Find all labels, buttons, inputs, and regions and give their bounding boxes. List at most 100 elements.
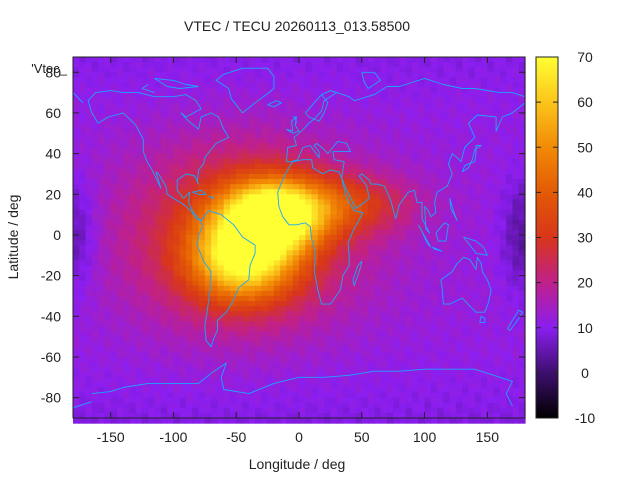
heatmap-cell bbox=[418, 306, 426, 312]
heatmap-cell bbox=[311, 387, 319, 394]
heatmap-cell bbox=[186, 382, 193, 389]
heatmap-cell bbox=[154, 387, 162, 394]
heatmap-cell bbox=[135, 67, 143, 73]
heatmap-cell bbox=[512, 382, 520, 389]
heatmap-cell bbox=[336, 402, 344, 409]
heatmap-cell bbox=[179, 351, 187, 358]
heatmap-cell bbox=[273, 173, 281, 180]
heatmap-cell bbox=[123, 311, 131, 317]
heatmap-cell bbox=[186, 260, 193, 267]
heatmap-cell bbox=[336, 341, 344, 348]
heatmap-cell bbox=[167, 62, 175, 68]
heatmap-cell bbox=[317, 173, 325, 180]
heatmap-cell bbox=[374, 148, 382, 155]
heatmap-cell bbox=[135, 356, 143, 363]
heatmap-cell bbox=[273, 255, 281, 261]
heatmap-cell bbox=[79, 163, 87, 170]
heatmap-cell bbox=[135, 199, 143, 206]
heatmap-cell bbox=[173, 250, 181, 256]
heatmap-cell bbox=[223, 107, 231, 114]
heatmap-cell bbox=[135, 143, 143, 150]
heatmap-cell bbox=[374, 229, 382, 236]
heatmap-cell bbox=[267, 362, 275, 368]
heatmap-cell bbox=[361, 285, 369, 292]
heatmap-cell bbox=[204, 199, 212, 206]
heatmap-cell bbox=[349, 102, 357, 109]
heatmap-cell bbox=[267, 123, 275, 129]
heatmap-cell bbox=[481, 321, 488, 328]
heatmap-cell bbox=[481, 194, 488, 200]
heatmap-cell bbox=[211, 295, 218, 302]
heatmap-cell bbox=[368, 387, 375, 394]
heatmap-cell bbox=[286, 306, 294, 312]
heatmap-cell bbox=[129, 224, 137, 231]
heatmap-cell bbox=[85, 229, 93, 236]
heatmap-cell bbox=[154, 107, 162, 114]
heatmap-cell bbox=[148, 341, 156, 348]
heatmap-cell bbox=[437, 316, 444, 322]
heatmap-cell bbox=[280, 199, 288, 206]
heatmap-cell bbox=[129, 316, 137, 322]
heatmap-cell bbox=[129, 173, 137, 180]
heatmap-cell bbox=[242, 148, 250, 155]
heatmap-cell bbox=[116, 67, 124, 73]
heatmap-cell bbox=[79, 372, 87, 378]
heatmap-cell bbox=[336, 133, 344, 139]
heatmap-cell bbox=[512, 392, 520, 399]
heatmap-cell bbox=[374, 265, 382, 272]
heatmap-cell bbox=[437, 194, 444, 200]
heatmap-cell bbox=[142, 306, 149, 312]
heatmap-cell bbox=[242, 356, 250, 363]
heatmap-cell bbox=[98, 87, 105, 94]
heatmap-cell bbox=[236, 123, 244, 129]
heatmap-cell bbox=[512, 173, 520, 180]
heatmap-cell bbox=[242, 97, 250, 104]
heatmap-cell bbox=[116, 280, 124, 287]
heatmap-cell bbox=[255, 92, 262, 99]
heatmap-cell bbox=[286, 372, 294, 378]
heatmap-cell bbox=[91, 295, 99, 302]
heatmap-cell bbox=[386, 326, 394, 333]
heatmap-cell bbox=[236, 270, 244, 277]
heatmap-cell bbox=[424, 402, 432, 409]
heatmap-cell bbox=[449, 77, 457, 84]
heatmap-cell bbox=[217, 295, 225, 302]
heatmap-cell bbox=[474, 356, 482, 363]
heatmap-cell bbox=[198, 77, 206, 84]
heatmap-cell bbox=[229, 148, 237, 155]
heatmap-cell bbox=[160, 92, 168, 99]
heatmap-cell bbox=[374, 316, 382, 322]
heatmap-cell bbox=[336, 250, 344, 256]
heatmap-cell bbox=[424, 158, 432, 165]
heatmap-cell bbox=[455, 57, 463, 63]
heatmap-cell bbox=[474, 245, 482, 251]
heatmap-cell bbox=[481, 382, 488, 389]
heatmap-cell bbox=[85, 392, 93, 399]
heatmap-cell bbox=[116, 92, 124, 99]
heatmap-cell bbox=[499, 255, 507, 261]
heatmap-cell bbox=[142, 377, 149, 383]
heatmap-cell bbox=[248, 107, 256, 114]
heatmap-cell bbox=[311, 377, 319, 383]
heatmap-cell bbox=[324, 194, 331, 200]
heatmap-cell bbox=[273, 250, 281, 256]
heatmap-cell bbox=[217, 234, 225, 241]
heatmap-cell bbox=[386, 295, 394, 302]
heatmap-cell bbox=[481, 214, 488, 221]
heatmap-cell bbox=[493, 168, 501, 175]
heatmap-cell bbox=[154, 57, 162, 63]
heatmap-cell bbox=[468, 82, 476, 89]
heatmap-cell bbox=[261, 194, 269, 200]
heatmap-cell bbox=[368, 118, 375, 124]
heatmap-cell bbox=[386, 270, 394, 277]
heatmap-cell bbox=[393, 179, 401, 185]
heatmap-cell bbox=[79, 62, 87, 68]
heatmap-cell bbox=[186, 306, 193, 312]
heatmap-cell bbox=[179, 57, 187, 63]
heatmap-cell bbox=[455, 97, 463, 104]
heatmap-cell bbox=[286, 168, 294, 175]
heatmap-cell bbox=[487, 168, 495, 175]
heatmap-cell bbox=[135, 102, 143, 109]
heatmap-cell bbox=[217, 133, 225, 139]
heatmap-cell bbox=[154, 153, 162, 160]
